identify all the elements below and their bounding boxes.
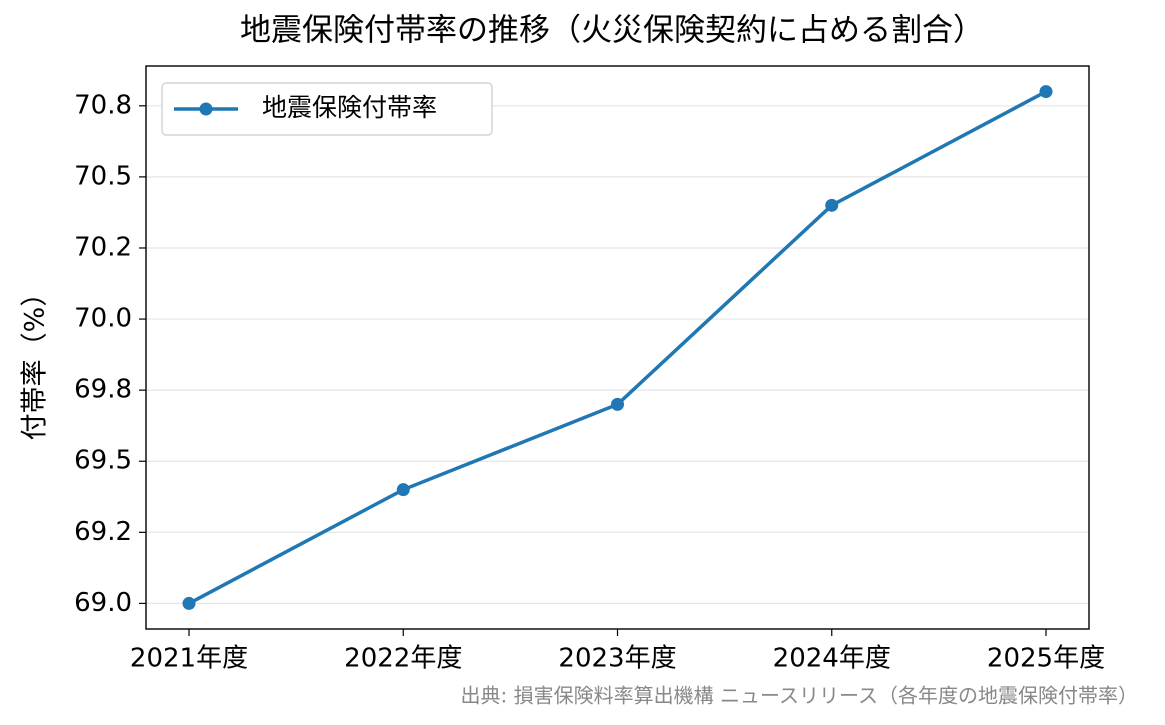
y-tick-label: 70.0: [74, 304, 132, 334]
y-tick-label: 70.5: [74, 161, 132, 191]
plot-frame: [145, 65, 1090, 630]
y-axis-label: 付帯率（%）: [20, 280, 51, 441]
data-point: [396, 483, 410, 497]
data-point: [611, 397, 624, 411]
legend-box: [161, 82, 493, 136]
y-tick-label: 69.8: [74, 375, 132, 405]
chart-title: 地震保険付帯率の推移（火災保険契約に占める割合）: [240, 13, 984, 49]
legend-label: 地震保険付帯率: [262, 93, 437, 122]
y-tick-label: 69.0: [74, 588, 132, 618]
data-line: [188, 90, 1047, 605]
x-tick-label: 2025年度: [987, 644, 1105, 674]
data-point: [182, 596, 196, 610]
y-tick-label: 70.2: [74, 232, 132, 262]
data-point: [825, 198, 839, 212]
y-tick-label: 70.8: [74, 90, 132, 120]
data-point: [1039, 85, 1053, 99]
x-tick-label: 2024年度: [773, 644, 891, 674]
y-tick-label: 69.2: [74, 517, 132, 547]
legend-marker: [199, 102, 213, 116]
source-note: 出典: 損害保険料率算出機構 ニュースリリース（各年度の地震保険付帯率）: [461, 684, 1138, 708]
x-tick-label: 2021年度: [130, 644, 248, 674]
x-tick-label: 2022年度: [344, 644, 462, 674]
x-tick-label: 2023年度: [558, 644, 676, 674]
y-tick-label: 69.5: [74, 446, 132, 476]
